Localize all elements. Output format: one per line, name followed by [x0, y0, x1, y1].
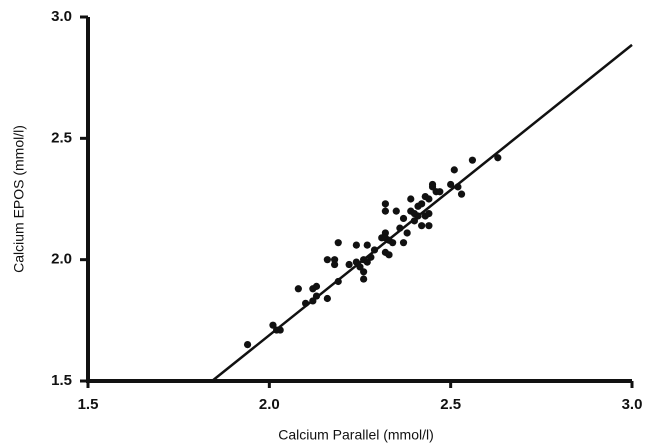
point — [345, 260, 353, 269]
x-tick-label: 3.0 — [622, 396, 643, 413]
point — [360, 268, 368, 276]
y-tick-label: 1.5 — [51, 372, 72, 389]
point — [323, 256, 331, 264]
point — [243, 341, 252, 349]
x-tick-label: 2.5 — [440, 396, 461, 413]
y-tick-label: 3.0 — [51, 8, 72, 25]
point — [425, 195, 433, 203]
point — [360, 275, 368, 283]
point — [323, 294, 331, 303]
point — [436, 188, 444, 196]
point — [389, 239, 397, 247]
point — [385, 251, 393, 259]
point — [294, 285, 302, 293]
point — [447, 180, 455, 189]
y-axis-label: Calcium EPOS (mmol/l) — [11, 125, 27, 273]
y-tick-label: 2.0 — [51, 251, 72, 268]
point — [418, 200, 426, 208]
point — [312, 282, 321, 290]
x-axis-label: Calcium Parallel (mmol/l) — [278, 427, 434, 443]
y-tick-label: 2.5 — [51, 129, 72, 146]
point — [381, 200, 389, 208]
point — [403, 229, 411, 237]
point — [399, 214, 408, 223]
point — [450, 166, 458, 174]
point — [334, 239, 342, 247]
point — [363, 241, 371, 249]
point — [468, 156, 477, 164]
point — [425, 209, 433, 218]
point — [392, 207, 400, 215]
x-tick-label: 2.0 — [259, 396, 280, 413]
point — [425, 222, 433, 230]
fit-line — [211, 43, 633, 382]
point — [457, 190, 466, 198]
point — [418, 222, 426, 230]
point — [494, 154, 502, 162]
point — [399, 239, 408, 247]
point — [331, 260, 339, 269]
point — [381, 207, 389, 215]
point — [407, 195, 415, 203]
point — [352, 241, 360, 249]
x-tick-label: 1.5 — [78, 396, 99, 413]
